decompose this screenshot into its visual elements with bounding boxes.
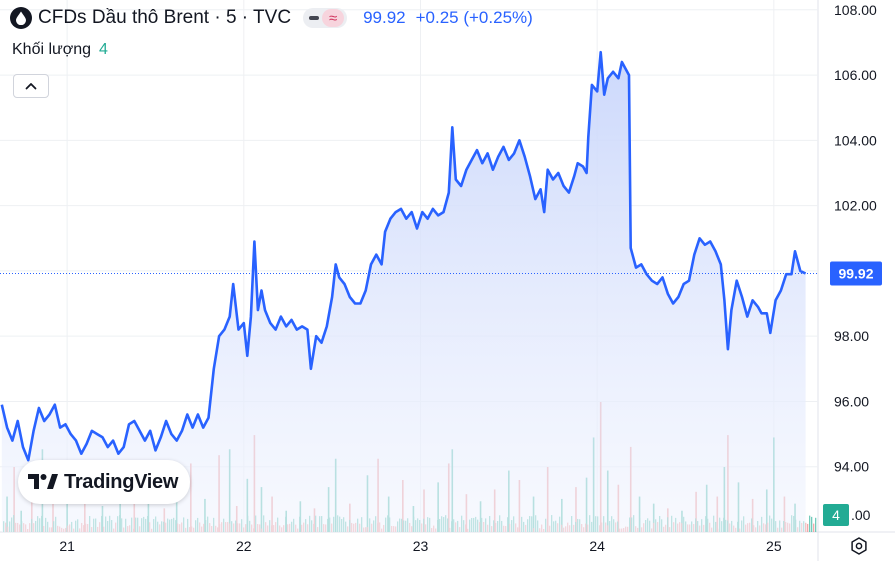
y-tick-label: 96.00 (834, 393, 869, 409)
volume-bar (811, 516, 813, 532)
quote-mode-pill[interactable]: ≈ (303, 8, 348, 28)
approx-icon[interactable]: ≈ (322, 9, 345, 27)
x-tick-label: 21 (59, 538, 75, 554)
volume-bar (805, 522, 807, 532)
volume-bar (813, 523, 815, 532)
chevron-up-icon (25, 83, 37, 90)
collapse-legend-button[interactable] (13, 74, 49, 98)
settings-button[interactable] (848, 535, 870, 557)
volume-label: Khối lượng (12, 41, 92, 58)
volume-bar (815, 517, 817, 532)
x-axis[interactable]: 21 22 23 24 25 (59, 538, 781, 554)
price-line (0, 50, 807, 462)
tradingview-logo-text: TradingView (64, 470, 179, 493)
volume-value: 4 (99, 41, 108, 58)
x-tick-label: 23 (413, 538, 429, 554)
gear-icon (851, 537, 867, 555)
svg-text:99.92: 99.92 (838, 266, 873, 282)
volume-legend: Khối lượng 4 (12, 41, 108, 59)
y-axis[interactable]: 94.0096.0098.00100.00102.00104.00106.001… (834, 2, 877, 475)
y-tick-label: 102.00 (834, 198, 877, 214)
svg-text:4: 4 (832, 507, 840, 523)
x-tick-label: 25 (766, 538, 782, 554)
y-tick-label: 94.00 (834, 459, 869, 475)
chart-header: CFDs Dầu thô Brent · 5 · TVC ≈ 99.92 +0.… (10, 6, 533, 30)
x-tick-label: 24 (589, 538, 605, 554)
y-tick-label: 106.00 (834, 67, 877, 83)
drop-icon (10, 7, 32, 29)
header-change: +0.25 (+0.25%) (415, 8, 533, 27)
volume-badge: 4 (823, 504, 849, 526)
x-tick-label: 22 (236, 538, 252, 554)
y-tick-label: 98.00 (834, 328, 869, 344)
y-tick-label: 104.00 (834, 132, 877, 148)
tradingview-logo-icon (28, 474, 58, 489)
volume-bar (807, 523, 809, 532)
price-area (1, 52, 806, 532)
volume-axis-label: .00 (851, 507, 871, 523)
volume-bar (809, 515, 811, 532)
y-tick-label: 108.00 (834, 2, 877, 18)
last-price-badge: 99.92 (830, 261, 882, 286)
symbol-title[interactable]: CFDs Dầu thô Brent · 5 · TVC (38, 7, 292, 28)
tradingview-logo[interactable]: TradingView (18, 460, 190, 504)
header-price: 99.92 (363, 8, 406, 27)
minus-icon[interactable] (306, 8, 322, 28)
